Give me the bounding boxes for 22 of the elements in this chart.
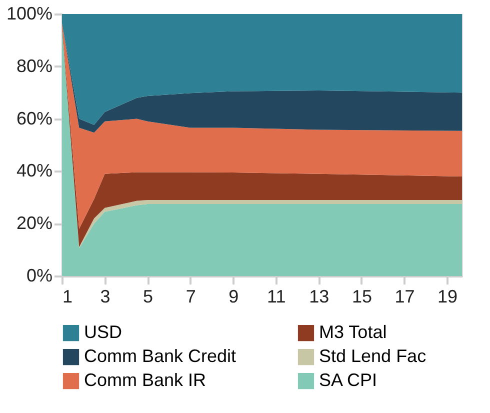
x-tick-label: 11 — [267, 286, 286, 306]
y-tick-label: 20% — [16, 213, 52, 234]
x-tick-label: 19 — [438, 286, 458, 306]
x-tick-label: 1 — [62, 286, 73, 306]
legend-label: SA CPI — [319, 370, 378, 390]
x-tick-label: 3 — [100, 286, 110, 306]
legend-label: USD — [84, 322, 122, 342]
y-tick-label: 60% — [16, 108, 52, 128]
legend-label: Comm Bank IR — [84, 370, 206, 390]
x-tick-label: 17 — [394, 286, 415, 306]
legend-label: M3 Total — [319, 322, 387, 342]
x-tick-label: 7 — [186, 286, 196, 306]
y-tick-label: 0% — [26, 266, 52, 286]
x-tick-label: 9 — [228, 286, 239, 306]
legend-label: Std Lend Fac — [319, 346, 426, 366]
y-tick-label: 40% — [16, 160, 52, 181]
x-tick-label: 13 — [309, 286, 330, 306]
x-tick-label: 15 — [352, 286, 372, 306]
legend-label: Comm Bank Credit — [84, 346, 236, 366]
y-tick-label: 100% — [6, 4, 52, 24]
y-tick-label: 80% — [16, 56, 52, 76]
x-tick-label: 5 — [143, 286, 154, 306]
